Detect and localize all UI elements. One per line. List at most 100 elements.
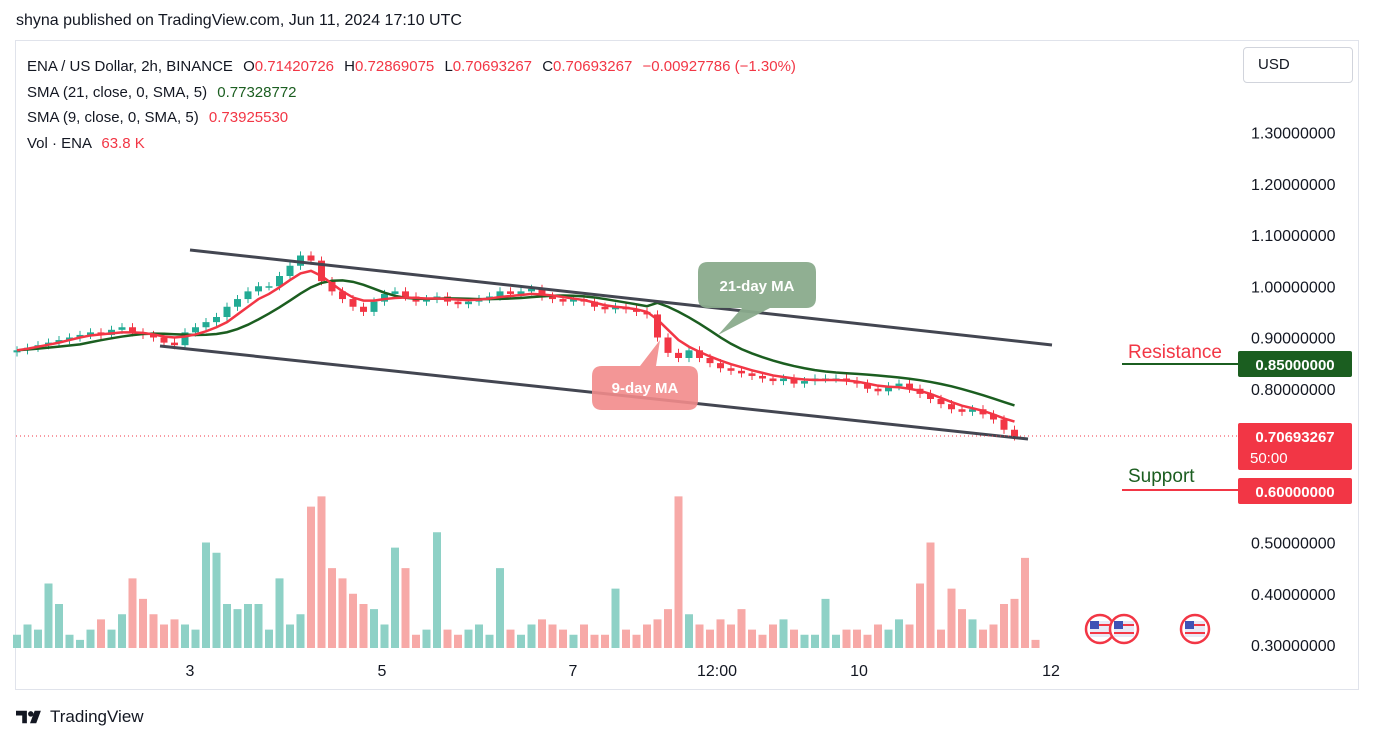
volume-bar — [779, 619, 788, 648]
volume-bar — [926, 542, 935, 648]
volume-bar — [44, 583, 53, 648]
volume-bar — [559, 629, 567, 648]
x-tick-label: 7 — [569, 663, 578, 680]
legend-sma9[interactable]: SMA (9, close, 0, SMA, 5) 0.73925530 — [27, 105, 796, 131]
volume-bar — [517, 634, 525, 648]
economic-event-icons[interactable] — [1084, 613, 1211, 645]
candle — [181, 328, 189, 350]
ma9-callout-text: 9-day MA — [612, 380, 679, 397]
volume-bar — [307, 506, 315, 648]
volume-bar — [653, 619, 662, 648]
volume-bar — [233, 609, 242, 648]
legend-ohlc: ENA / US Dollar, 2h, BINANCE O0.71420726… — [27, 54, 796, 80]
channel-upper-line — [189, 248, 1053, 347]
bar-countdown: 50:00 — [1250, 450, 1288, 467]
candle — [360, 302, 367, 316]
support-value: 0.60000000 — [1255, 484, 1334, 501]
us-flag-event-icon[interactable] — [1108, 613, 1140, 645]
candle — [895, 379, 903, 391]
sma21-line — [16, 279, 1015, 407]
volume-bar — [695, 624, 704, 648]
y-tick-label: 0.90000000 — [1251, 331, 1336, 348]
y-tick-label: 0.50000000 — [1251, 536, 1336, 553]
candle — [822, 374, 829, 383]
y-tick-label: 1.10000000 — [1251, 228, 1336, 245]
y-tick-label: 0.80000000 — [1251, 382, 1336, 399]
us-flag-event-icon[interactable] — [1179, 613, 1211, 645]
candle — [13, 346, 21, 357]
candle — [927, 389, 934, 404]
candle — [286, 261, 294, 281]
volume-bar — [422, 629, 431, 648]
y-axis[interactable]: 1.30000000 1.20000000 1.10000000 1.00000000… — [1251, 126, 1336, 656]
volume-bar — [265, 629, 273, 648]
tradingview-footer[interactable]: TradingView — [16, 707, 144, 727]
x-axis[interactable]: 3 5 7 12:00 10 12 — [186, 663, 1060, 680]
y-tick-label: 1.30000000 — [1251, 126, 1336, 143]
candle — [297, 251, 304, 270]
volume-bar — [811, 634, 819, 648]
change-value: −0.00927786 (−1.30%) — [642, 58, 796, 75]
volume-bar — [874, 624, 882, 648]
high-value: 0.72869075 — [355, 58, 435, 75]
volume-bar — [716, 619, 725, 648]
volume-bar — [1031, 639, 1040, 648]
candle — [423, 294, 430, 306]
volume-bar — [34, 629, 42, 648]
volume-bar — [128, 578, 137, 648]
symbol-label[interactable]: ENA / US Dollar, 2h, BINANCE — [27, 58, 233, 75]
open-label: O — [243, 58, 255, 75]
volume-bar — [13, 634, 21, 648]
volume-bar — [212, 552, 221, 648]
volume-bar — [842, 629, 851, 648]
candle — [990, 410, 997, 424]
volume-bar — [527, 624, 536, 648]
volume-bar — [832, 634, 840, 648]
tradingview-logo-icon — [16, 710, 41, 724]
x-tick-label: 5 — [378, 663, 387, 680]
support-tag: Support 0.60000000 — [1122, 466, 1352, 504]
volume-bar — [359, 604, 368, 648]
volume-bar — [328, 568, 336, 648]
close-value: 0.70693267 — [553, 58, 633, 75]
volume-bar — [853, 629, 861, 648]
current-price-tag: 0.70693267 50:00 — [1238, 423, 1352, 470]
volume-bar — [727, 624, 735, 648]
volume-value: 63.8 K — [101, 134, 145, 152]
volume-bar — [65, 634, 74, 648]
legend-sma21[interactable]: SMA (21, close, 0, SMA, 5) 0.77328772 — [27, 80, 796, 106]
volume-bar — [895, 619, 903, 648]
legend-volume[interactable]: Vol · ENA 63.8 K — [27, 131, 796, 157]
volume-bar — [244, 604, 252, 648]
volume-bar — [86, 629, 95, 648]
candle — [591, 297, 598, 311]
volume-bar — [139, 598, 147, 648]
resistance-label: Resistance — [1128, 342, 1222, 363]
volume-bar — [664, 609, 672, 648]
x-tick-label: 12:00 — [697, 663, 737, 680]
volume-bar — [223, 604, 231, 648]
low-label: L — [444, 58, 453, 75]
sma21-label: SMA (21, close, 0, SMA, 5) — [27, 83, 208, 101]
volume-bar — [296, 614, 305, 648]
volume-bar — [107, 629, 116, 648]
volume-bar — [916, 583, 924, 648]
candle — [685, 346, 693, 363]
volume-bar — [370, 609, 378, 648]
volume-bar — [170, 619, 179, 648]
y-tick-label: 1.00000000 — [1251, 279, 1336, 296]
publish-info: shyna published on TradingView.com, Jun … — [16, 12, 462, 29]
volume-bar — [674, 496, 683, 648]
volume-bar — [1021, 557, 1029, 648]
x-tick-label: 3 — [186, 663, 195, 680]
volume-bar — [685, 614, 693, 648]
volume-bar — [937, 629, 945, 648]
volume-bar — [748, 629, 756, 648]
volume-bar — [737, 609, 746, 648]
currency-selector[interactable]: USD — [1243, 47, 1353, 83]
volume-bar — [769, 624, 777, 648]
volume-bar — [790, 629, 798, 648]
candle — [255, 282, 262, 296]
candle — [696, 346, 703, 363]
